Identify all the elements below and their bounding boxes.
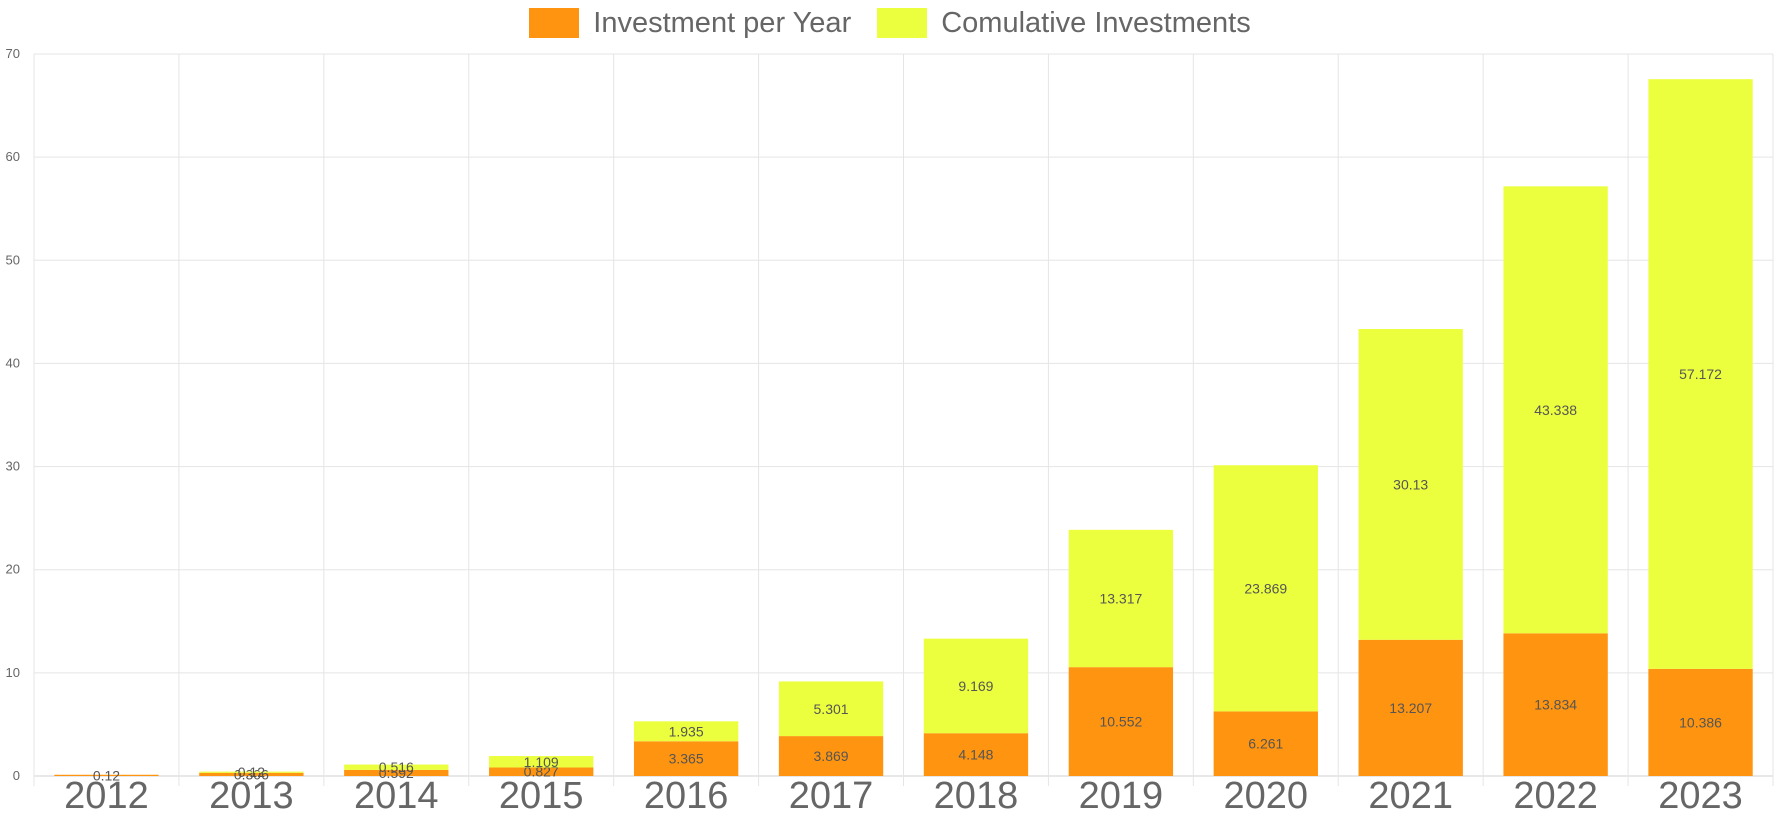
data-label-cumulative-investments-2016: 1.935: [669, 723, 704, 739]
data-label-cumulative-investments-2021: 30.13: [1393, 476, 1428, 492]
bar-investment-per-year-2013[interactable]: [199, 772, 304, 776]
y-tick-label-10: 10: [6, 665, 20, 680]
bar-cumulative-investments-2015[interactable]: [489, 756, 594, 768]
x-tick-label-2018: 2018: [934, 775, 1019, 817]
x-tick-label-2022: 2022: [1513, 775, 1598, 817]
bar-cumulative-investments-2020[interactable]: [1213, 465, 1318, 712]
legend-swatch-cumulative-investments: [877, 8, 928, 38]
data-label-investment-per-year-2015: 0.827: [524, 764, 559, 780]
data-label-investment-per-year-2021: 13.207: [1389, 700, 1432, 716]
x-tick-label-2023: 2023: [1658, 775, 1743, 817]
y-tick-label-0: 0: [13, 768, 20, 783]
x-tick-label-2013: 2013: [209, 775, 294, 817]
legend-swatch-investment-per-year: [529, 8, 580, 38]
data-label-cumulative-investments-2022: 43.338: [1534, 402, 1577, 418]
bar-investment-per-year-2016[interactable]: [633, 741, 739, 776]
data-label-cumulative-investments-2015: 1.109: [524, 754, 559, 770]
bar-investment-per-year-2021[interactable]: [1358, 639, 1463, 776]
bar-investment-per-year-2015[interactable]: [489, 767, 594, 776]
data-label-investment-per-year-2012: 0.12: [93, 767, 120, 783]
bar-cumulative-investments-2017[interactable]: [778, 681, 884, 737]
y-tick-label-40: 40: [6, 355, 20, 370]
data-label-investment-per-year-2022: 13.834: [1534, 697, 1577, 713]
legend-item-cumulative-investments[interactable]: Comulative Investments: [877, 6, 1251, 39]
x-tick-label-2020: 2020: [1224, 775, 1309, 817]
bar-investment-per-year-2022[interactable]: [1503, 633, 1608, 776]
bar-investment-per-year-2012[interactable]: [54, 774, 159, 776]
legend-label-cumulative-investments: Comulative Investments: [941, 6, 1251, 39]
bar-investment-per-year-2014[interactable]: [344, 769, 449, 776]
data-label-investment-per-year-2020: 6.261: [1248, 736, 1283, 752]
data-label-investment-per-year-2017: 3.869: [814, 748, 849, 764]
x-tick-label-2014: 2014: [354, 775, 439, 817]
legend-label-investment-per-year: Investment per Year: [593, 6, 852, 39]
bar-cumulative-investments-2019[interactable]: [1068, 529, 1174, 668]
legend-item-investment-per-year[interactable]: Investment per Year: [529, 8, 851, 38]
data-label-investment-per-year-2023: 10.386: [1679, 714, 1722, 730]
bar-cumulative-investments-2016[interactable]: [633, 721, 739, 742]
data-label-cumulative-investments-2014: 0.516: [379, 759, 414, 775]
x-tick-label-2015: 2015: [499, 775, 584, 817]
bar-cumulative-investments-2018[interactable]: [923, 638, 1029, 734]
x-tick-label-2017: 2017: [789, 775, 874, 817]
y-tick-label-60: 60: [6, 149, 20, 164]
data-label-cumulative-investments-2023: 57.172: [1679, 366, 1722, 382]
chart-legend: Investment per Year Comulative Investmen…: [0, 4, 1780, 42]
x-tick-label-2012: 2012: [64, 775, 149, 817]
bar-investment-per-year-2017[interactable]: [778, 736, 884, 776]
data-label-cumulative-investments-2020: 23.869: [1244, 580, 1287, 596]
y-tick-label-50: 50: [6, 252, 20, 267]
data-label-cumulative-investments-2018: 9.169: [958, 678, 993, 694]
y-tick-label-70: 70: [6, 46, 20, 61]
bar-investment-per-year-2018[interactable]: [923, 733, 1029, 776]
bar-investment-per-year-2019[interactable]: [1068, 667, 1174, 776]
data-label-investment-per-year-2013: 0.306: [234, 766, 269, 782]
data-label-investment-per-year-2016: 3.365: [669, 751, 704, 767]
bar-investment-per-year-2023[interactable]: [1648, 668, 1753, 776]
x-tick-label-2019: 2019: [1079, 775, 1164, 817]
data-label-cumulative-investments-2019: 13.317: [1099, 590, 1142, 606]
bar-cumulative-investments-2022[interactable]: [1503, 186, 1608, 634]
data-label-cumulative-investments-2017: 5.301: [814, 701, 849, 717]
bar-cumulative-investments-2021[interactable]: [1358, 329, 1463, 640]
y-tick-label-20: 20: [6, 562, 20, 577]
data-label-cumulative-investments-2013: 0.12: [238, 764, 265, 780]
x-tick-label-2021: 2021: [1368, 775, 1453, 817]
bar-cumulative-investments-2014[interactable]: [344, 764, 449, 770]
bar-cumulative-investments-2013[interactable]: [199, 771, 304, 773]
bar-cumulative-investments-2023[interactable]: [1648, 79, 1753, 669]
data-label-investment-per-year-2019: 10.552: [1099, 714, 1142, 730]
bar-investment-per-year-2020[interactable]: [1213, 711, 1318, 776]
data-label-investment-per-year-2018: 4.148: [958, 747, 993, 763]
x-tick-label-2016: 2016: [644, 775, 729, 817]
y-tick-label-30: 30: [6, 459, 20, 474]
